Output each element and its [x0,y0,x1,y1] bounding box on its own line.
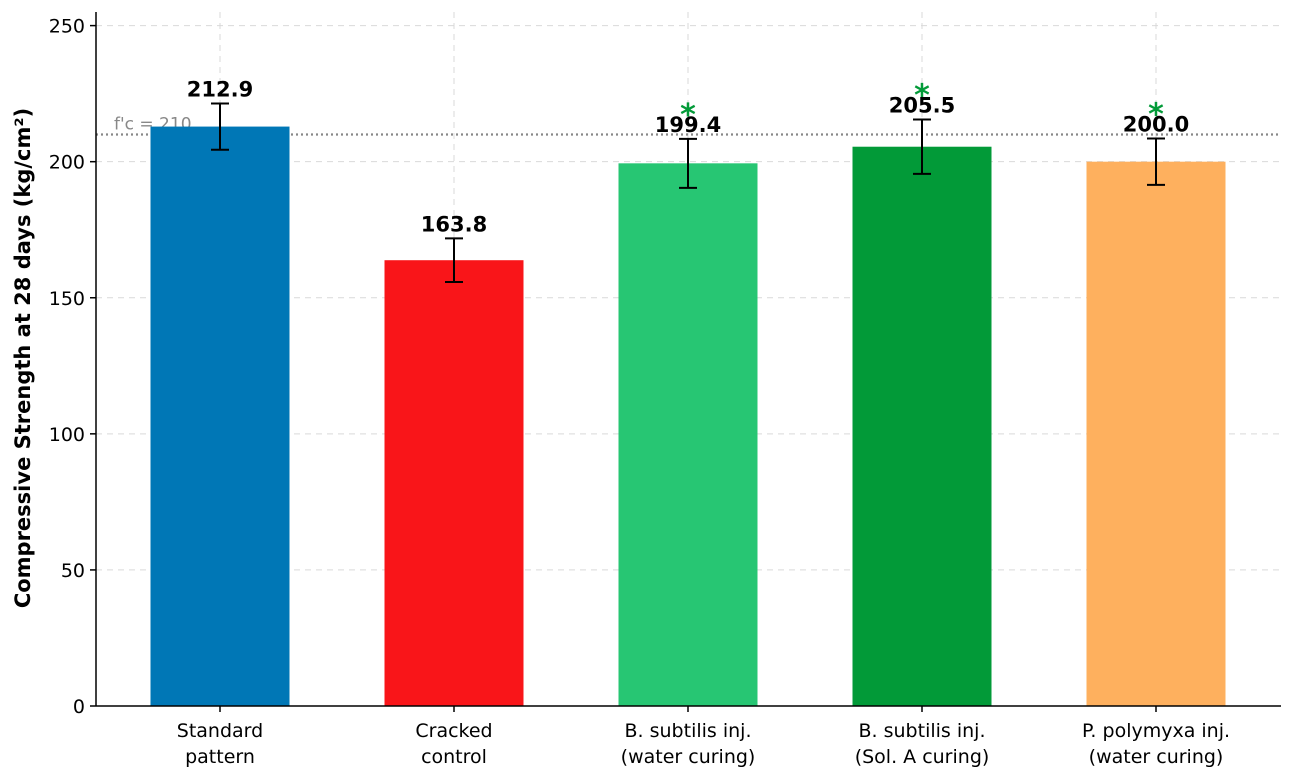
error-bar [913,118,931,175]
y-tick-label: 250 [49,16,85,38]
value-label: 163.8 [421,212,487,236]
y-ticks: 0 50 100 150 200 250 [49,16,96,718]
bars [150,126,1226,706]
x-tick-label: B. subtilis inj. (water curing) [621,720,756,768]
bar [384,260,524,706]
x-tick-label-line: pattern [185,746,255,768]
significance-markers: * * * [680,79,1164,133]
value-label: 199.4 [655,113,721,137]
significance-star: * [914,79,930,114]
y-axis-label: Compressive Strength at 28 days (kg/cm²) [11,108,35,608]
x-tick-label-line: (Sol. A curing) [855,746,990,768]
error-bar [211,102,229,151]
value-label: 212.9 [187,77,253,101]
x-tick-label: Cracked control [415,720,492,768]
x-tick-label: P. polymyxa inj. (water curing) [1082,720,1230,768]
x-tick-label: Standard pattern [177,720,263,768]
error-bar [1147,137,1165,186]
x-ticks: Standard pattern Cracked control B. subtilis… [177,706,1230,768]
y-tick-label: 100 [49,424,85,446]
y-tick-label: 0 [73,696,85,718]
x-tick-label-line: Cracked [415,720,492,742]
x-tick-label-line: B. subtilis inj. [859,720,986,742]
significance-star: * [1148,98,1164,133]
value-labels: 212.9 163.8 199.4 205.5 200.0 [187,77,1189,236]
x-tick-label-line: control [421,746,487,768]
bar [852,146,992,706]
x-tick-label-line: P. polymyxa inj. [1082,720,1230,742]
error-bars [211,102,1165,283]
significance-star: * [680,98,696,133]
x-tick-label-line: Standard [177,720,263,742]
error-bar [445,237,463,283]
y-tick-label: 200 [49,152,85,174]
bar [618,163,758,706]
x-tick-label-line: (water curing) [1089,746,1224,768]
x-tick-label: B. subtilis inj. (Sol. A curing) [855,720,990,768]
error-bar [679,137,697,189]
x-tick-label-line: (water curing) [621,746,756,768]
bar [1086,161,1226,706]
y-tick-label: 150 [49,288,85,310]
value-label: 200.0 [1123,113,1189,137]
value-label: 205.5 [889,94,955,118]
y-tick-label: 50 [61,560,85,582]
x-tick-label-line: B. subtilis inj. [625,720,752,742]
bar [150,126,290,706]
